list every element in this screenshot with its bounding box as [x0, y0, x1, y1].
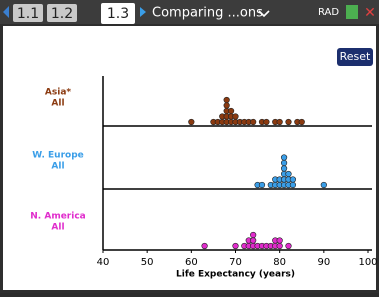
dot	[264, 119, 270, 125]
series-name: N. America	[30, 212, 85, 222]
close[interactable]: ✕	[364, 5, 376, 21]
x-tick-label: 70	[229, 257, 242, 268]
dot	[202, 243, 208, 249]
dot	[321, 182, 327, 188]
reset-label: Reset	[340, 50, 371, 63]
dot	[281, 155, 287, 161]
x-tick-label: 90	[317, 257, 330, 268]
series-subtitle: All	[51, 99, 64, 109]
x-tick-label: 50	[141, 257, 154, 268]
series-name: Asia*	[45, 88, 71, 98]
x-tick-label: 60	[185, 257, 198, 268]
dot	[286, 243, 292, 249]
x-tick-label: 100	[358, 257, 377, 268]
dot	[286, 119, 292, 125]
dot	[250, 238, 256, 244]
x-tick-label: 40	[97, 257, 110, 268]
series-name: W. Europe	[32, 151, 83, 161]
dot	[259, 182, 265, 188]
dot	[299, 119, 305, 125]
dot	[277, 243, 283, 249]
tab-label: 1.3	[107, 6, 129, 22]
dot	[250, 119, 256, 125]
dot	[281, 160, 287, 166]
tab-label: 1.2	[51, 6, 73, 22]
dot	[189, 119, 195, 125]
dot	[277, 119, 283, 125]
series-subtitle: All	[51, 223, 64, 233]
dot	[290, 182, 296, 188]
dot	[228, 108, 234, 114]
dot	[224, 97, 230, 103]
dot	[286, 171, 292, 177]
dot	[250, 232, 256, 238]
dot	[281, 166, 287, 172]
screen: 1.1 1.2 1.3 Comparing ...ons RAD ✕ Reset…	[0, 0, 379, 293]
dot	[290, 177, 296, 183]
tab-label: 1.1	[17, 6, 39, 22]
document-title: Comparing ...ons	[152, 6, 263, 21]
battery	[346, 5, 358, 19]
dot	[233, 243, 239, 249]
series-subtitle: All	[51, 162, 64, 172]
x-tick-label: 80	[273, 257, 286, 268]
dot	[224, 103, 230, 109]
mode: RAD	[318, 7, 339, 18]
dot	[233, 114, 239, 120]
dot	[277, 238, 283, 244]
x-axis-label: Life Expectancy (years)	[176, 270, 295, 280]
